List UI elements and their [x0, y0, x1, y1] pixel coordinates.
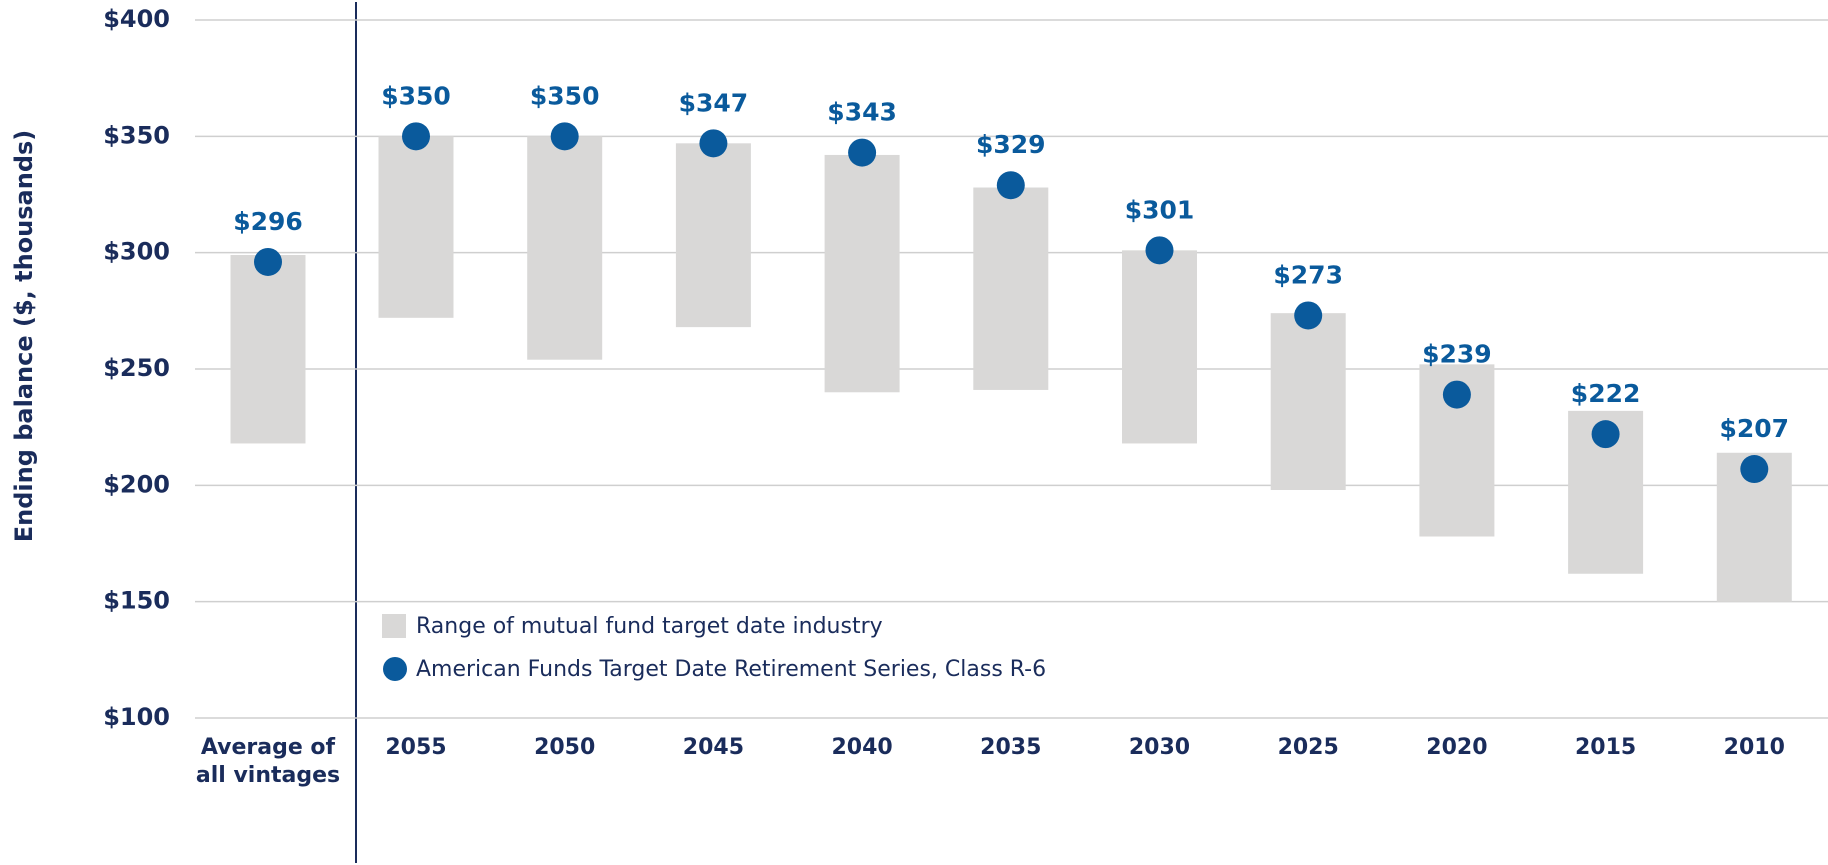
value-label: $239 [1422, 340, 1492, 369]
y-tick-label: $150 [103, 587, 170, 615]
dot [1591, 420, 1620, 449]
y-tick-label: $350 [103, 121, 170, 149]
x-tick-label: 2030 [1128, 735, 1191, 760]
value-label: $350 [381, 81, 451, 110]
dot [254, 247, 282, 276]
value-label: $273 [1273, 260, 1343, 289]
dot [996, 171, 1025, 200]
dot [402, 122, 430, 151]
dot [1294, 301, 1323, 330]
y-tick-label: $250 [103, 354, 170, 382]
value-label: $343 [827, 98, 897, 127]
range-bar [675, 143, 751, 328]
legend-swatch [382, 614, 406, 638]
y-tick-label: $300 [103, 238, 170, 266]
dot [848, 138, 877, 167]
value-label: $347 [679, 88, 749, 117]
range-bar [1270, 313, 1346, 490]
dot [1442, 380, 1471, 409]
x-tick-label: 2040 [831, 735, 893, 760]
x-tick-label: 2025 [1277, 735, 1339, 760]
value-label: $222 [1571, 379, 1641, 408]
value-label: $329 [976, 130, 1046, 159]
x-tick-label: 2055 [385, 735, 447, 760]
value-label: $350 [530, 81, 600, 110]
value-label: $301 [1125, 195, 1195, 224]
range-bar [973, 187, 1049, 390]
x-tick-label: 2050 [534, 735, 596, 760]
dot [550, 122, 579, 151]
range-bar [824, 154, 900, 393]
dot [1740, 455, 1769, 484]
range-bar [527, 136, 603, 360]
y-axis-label: Ending balance ($, thousands) [10, 130, 38, 543]
legend-label: American Funds Target Date Retirement Se… [416, 657, 1046, 682]
range-bar [1122, 250, 1197, 444]
value-label: $207 [1720, 414, 1790, 443]
y-tick-label: $200 [103, 470, 170, 498]
x-tick-label: 2010 [1723, 735, 1785, 760]
y-tick-label: $100 [103, 703, 170, 731]
value-label: $296 [233, 207, 303, 236]
legend-label: Range of mutual fund target date industr… [416, 614, 883, 639]
x-tick-label: 2015 [1574, 735, 1637, 760]
x-tick-label: 2035 [980, 735, 1042, 760]
legend-dot [383, 657, 407, 681]
range-bar [378, 136, 454, 318]
x-tick-label: Average of all vintages [195, 735, 341, 788]
range-bar [230, 254, 306, 444]
dot [1145, 236, 1174, 265]
x-tick-label: 2020 [1426, 735, 1488, 760]
dot [699, 129, 728, 158]
y-tick-label: $400 [103, 5, 170, 33]
x-tick-label: 2045 [682, 735, 744, 760]
